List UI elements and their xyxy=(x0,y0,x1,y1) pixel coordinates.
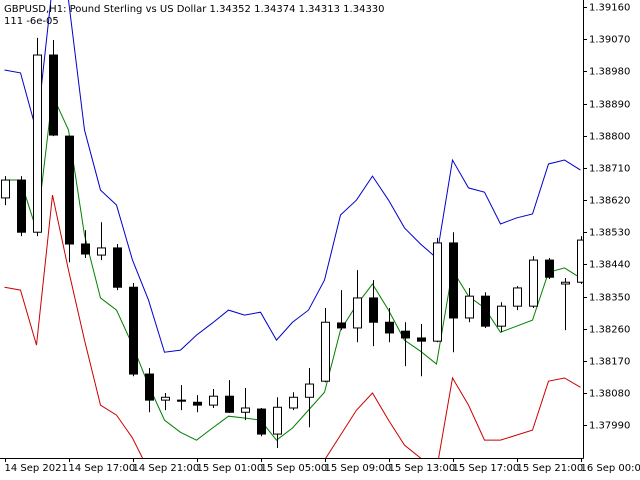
plot-area xyxy=(1,0,583,458)
candle-body xyxy=(353,297,362,329)
candle-body xyxy=(257,408,266,435)
candle-body xyxy=(1,179,10,199)
candle-body xyxy=(81,243,90,255)
y-tick-label: 1.39070 xyxy=(589,35,630,46)
candle-body xyxy=(321,321,330,382)
candle-body xyxy=(177,399,186,402)
candle-body xyxy=(145,373,154,401)
candle-body xyxy=(513,287,522,307)
y-tick-label: 1.38080 xyxy=(589,389,630,400)
candle-body xyxy=(161,396,170,401)
x-tick-label: 14 Sep 21:00 xyxy=(133,463,200,474)
x-tick-label: 15 Sep 17:00 xyxy=(453,463,520,474)
candle-body xyxy=(273,406,282,435)
x-tick-label: 15 Sep 05:00 xyxy=(261,463,328,474)
candle-body xyxy=(385,321,394,334)
indicator-line xyxy=(4,194,581,458)
quote-low: 1.34313 xyxy=(299,4,340,15)
candle-body xyxy=(49,54,58,136)
candle-body xyxy=(193,401,202,406)
candle-body xyxy=(529,259,538,307)
y-tick-label: 1.38620 xyxy=(589,196,630,207)
symbol: GBPUSD,H1: xyxy=(4,4,66,15)
candle-body xyxy=(17,179,26,233)
x-tick-label: 15 Sep 21:00 xyxy=(517,463,584,474)
candle-body xyxy=(369,297,378,323)
candle-body xyxy=(417,337,426,342)
y-tick-label: 1.38710 xyxy=(589,164,630,175)
candle-body xyxy=(129,286,138,375)
description: Pound Sterling vs US Dollar xyxy=(70,4,208,15)
candle-body xyxy=(577,239,583,283)
candle-body xyxy=(497,305,506,327)
candle-body xyxy=(449,242,458,319)
y-tick-label: 1.37990 xyxy=(589,421,630,432)
candle-body xyxy=(65,135,74,245)
indicator-label: 111 -6e-05 xyxy=(4,16,59,27)
candle-body xyxy=(33,54,42,233)
quote-close: 1.34330 xyxy=(343,4,384,15)
x-tick-label: 15 Sep 13:00 xyxy=(389,463,456,474)
y-tick-label: 1.38440 xyxy=(589,260,630,271)
candle-body xyxy=(209,395,218,406)
candle-body xyxy=(561,281,570,285)
y-tick-label: 1.38530 xyxy=(589,228,630,239)
candle-body xyxy=(305,383,314,398)
candle-body xyxy=(481,295,490,327)
candle-body xyxy=(433,242,442,342)
candle-body xyxy=(289,396,298,409)
y-tick-label: 1.38260 xyxy=(589,325,630,336)
x-tick-label: 14 Sep 2021 xyxy=(5,463,68,474)
candle-body xyxy=(545,259,554,278)
x-tick-label: 15 Sep 09:00 xyxy=(325,463,392,474)
y-tick-label: 1.38890 xyxy=(589,100,630,111)
quote-open: 1.34352 xyxy=(210,4,251,15)
header: GBPUSD,H1: Pound Sterling vs US Dollar 1… xyxy=(4,4,385,15)
indicator-line xyxy=(4,0,581,353)
candle-body xyxy=(337,322,346,329)
y-tick-label: 1.39160 xyxy=(589,3,630,14)
x-tick-label: 16 Sep 00:00 xyxy=(581,463,640,474)
x-tick-label: 14 Sep 17:00 xyxy=(69,463,136,474)
candle-body xyxy=(113,247,122,288)
y-tick-label: 1.38350 xyxy=(589,293,630,304)
candle-body xyxy=(401,330,410,339)
y-tick-label: 1.38800 xyxy=(589,132,630,143)
y-tick-label: 1.38980 xyxy=(589,67,630,78)
quote-high: 1.34374 xyxy=(254,4,295,15)
candle-body xyxy=(225,395,234,413)
candle-body xyxy=(241,407,250,413)
candle-body xyxy=(97,247,106,256)
candle-body xyxy=(465,295,474,319)
y-tick-label: 1.38170 xyxy=(589,357,630,368)
x-tick-label: 15 Sep 01:00 xyxy=(197,463,264,474)
